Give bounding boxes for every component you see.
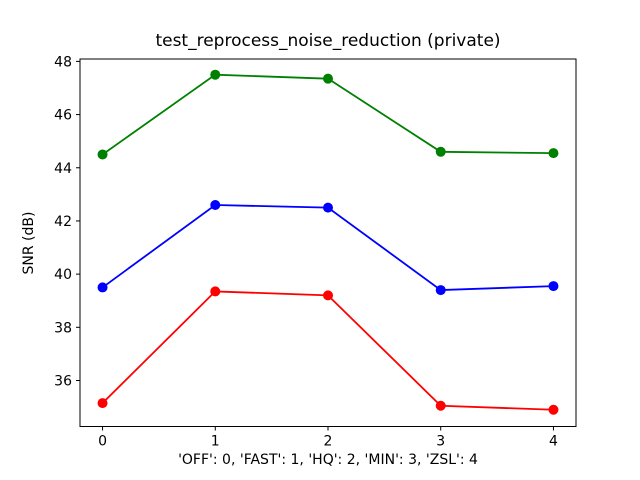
- chart-title: test_reprocess_noise_reduction (private): [155, 31, 501, 51]
- x-tick-label: 3: [436, 434, 445, 450]
- green-series-marker: [323, 73, 333, 84]
- plot-border: [79, 58, 577, 427]
- green-series-line: [102, 73, 554, 156]
- green-series-marker: [435, 146, 446, 157]
- y-tick-label: 38: [54, 320, 72, 336]
- blue-series-marker: [435, 285, 446, 296]
- red-series-marker: [323, 290, 333, 301]
- blue-series-marker: [97, 282, 108, 293]
- green-series-marker: [210, 69, 221, 80]
- x-tick-label: 4: [549, 434, 558, 450]
- blue-series-line: [102, 204, 554, 291]
- x-tick-label: 2: [324, 434, 333, 450]
- y-tick-label: 40: [54, 267, 72, 283]
- red-series-marker: [97, 398, 108, 409]
- red-series-line: [101, 290, 554, 411]
- y-tick-label: 46: [54, 108, 72, 124]
- x-tick-label: 0: [98, 434, 107, 450]
- blue-series-marker: [548, 281, 559, 292]
- x-tick-label: 1: [211, 434, 220, 450]
- green-series-marker: [548, 148, 559, 159]
- blue-series-marker: [210, 199, 221, 210]
- blue-series-marker: [323, 202, 333, 213]
- red-series-marker: [210, 286, 221, 297]
- x-axis-label: 'OFF': 0, 'FAST': 1, 'HQ': 2, 'MIN': 3, …: [178, 452, 478, 468]
- green-series-marker: [97, 149, 108, 160]
- y-tick-label: 42: [54, 214, 72, 230]
- y-tick-label: 44: [54, 161, 72, 177]
- y-tick-label: 36: [54, 373, 72, 389]
- red-series-marker: [435, 400, 446, 411]
- red-series-marker: [548, 404, 559, 415]
- y-axis-label: SNR (dB): [21, 211, 37, 275]
- y-tick-label: 48: [54, 54, 72, 70]
